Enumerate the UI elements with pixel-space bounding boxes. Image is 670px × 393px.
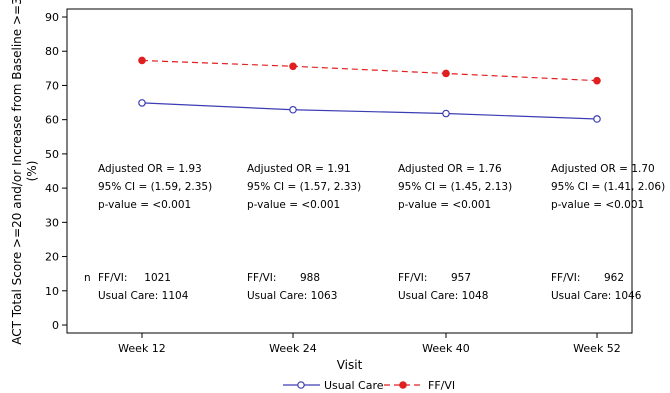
data-point-0-0 [138,99,146,107]
annotation-usual-care-n: Usual Care: 1046 [551,290,642,302]
series-line-0 [141,102,598,120]
annotation-ffvi-label: FF/VI: [398,272,427,284]
data-point-1-3 [593,76,601,85]
annotation-usual-care-n: Usual Care: 1063 [247,290,337,302]
y-tick-label: 20 [45,251,59,264]
annotation-p: p-value = <0.001 [398,199,491,211]
y-tick-label: 90 [45,11,59,24]
annotation-ci: 95% CI = (1.41, 2.06) [551,181,665,193]
y-tick-label: 40 [45,182,59,195]
legend-label-usual-care: Usual Care [324,379,384,392]
data-point-0-3 [593,115,601,123]
annotation-p: p-value = <0.001 [98,199,191,211]
annotation-ci: 95% CI = (1.45, 2.13) [398,181,512,193]
legend-marker-ffvi [399,381,407,389]
annotation-ffvi-n: 957 [451,272,471,284]
annotation-p: p-value = <0.001 [247,199,340,211]
y-axis-title-line-2: (%) [25,161,39,182]
annotation-ffvi-label: FF/VI: [551,272,580,284]
annotation-usual-care-n: Usual Care: 1048 [398,290,488,302]
annotation-usual-care-n: Usual Care: 1104 [98,290,189,302]
y-tick-label: 30 [45,216,59,229]
y-axis-title-line-1: ACT Total Score >=20 and/or Increase fro… [10,0,24,345]
data-point-0-2 [442,109,450,118]
annotation-or: Adjusted OR = 1.91 [247,163,351,175]
annotation-or: Adjusted OR = 1.76 [398,163,502,175]
x-axis-title: Visit [337,358,363,372]
data-point-1-1 [289,62,297,71]
y-tick-label: 10 [45,285,59,298]
x-tick-label: Week 12 [118,342,166,355]
annotation-or: Adjusted OR = 1.70 [551,163,655,175]
series-line-1 [141,59,598,82]
y-tick-label: 70 [45,79,59,92]
x-tick-label: Week 40 [422,342,470,355]
legend-marker-usual-care [297,381,305,389]
y-tick-label: 60 [45,114,59,127]
annotation-ffvi-n: 1021 [144,272,171,284]
y-tick-label: 80 [45,45,59,58]
n-label: n [84,272,91,284]
annotation-ci: 95% CI = (1.57, 2.33) [247,181,361,193]
data-point-0-1 [289,105,297,114]
x-tick-label: Week 52 [573,342,621,355]
annotation-ffvi-n: 962 [604,272,624,284]
plot-frame [66,8,633,334]
y-tick-label: 50 [45,148,59,161]
x-tick-label: Week 24 [269,342,317,355]
data-point-1-2 [442,69,450,78]
data-point-1-0 [138,56,146,65]
annotation-ffvi-label: FF/VI: [247,272,276,284]
annotation-ci: 95% CI = (1.59, 2.35) [98,181,212,193]
annotation-or: Adjusted OR = 1.93 [98,163,202,175]
annotation-p: p-value = <0.001 [551,199,644,211]
legend-label-ffvi: FF/VI [428,379,455,392]
annotation-ffvi-n: 988 [300,272,320,284]
y-tick-label: 0 [52,319,59,332]
annotation-ffvi-label: FF/VI: [98,272,127,284]
